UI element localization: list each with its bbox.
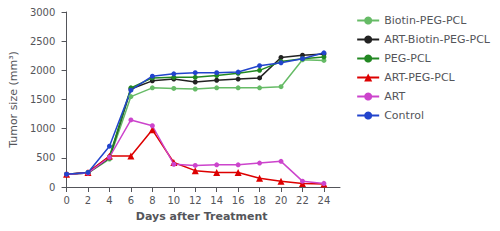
svg-text:1000: 1000 <box>30 123 55 134</box>
svg-text:20: 20 <box>275 195 288 206</box>
svg-text:3000: 3000 <box>30 7 55 18</box>
svg-text:22: 22 <box>296 195 309 206</box>
svg-text:10: 10 <box>167 195 180 206</box>
svg-text:2500: 2500 <box>30 36 55 47</box>
svg-text:8: 8 <box>149 195 155 206</box>
svg-text:Biotin-PEG-PCL: Biotin-PEG-PCL <box>384 14 467 27</box>
svg-text:4: 4 <box>106 195 112 206</box>
svg-text:Tumor size (mm³): Tumor size (mm³) <box>7 51 20 149</box>
svg-text:2000: 2000 <box>30 65 55 76</box>
svg-text:24: 24 <box>318 195 331 206</box>
svg-text:ART: ART <box>384 90 405 103</box>
svg-text:2: 2 <box>85 195 91 206</box>
svg-text:12: 12 <box>189 195 202 206</box>
svg-text:18: 18 <box>253 195 266 206</box>
svg-text:PEG-PCL: PEG-PCL <box>384 52 431 65</box>
svg-text:ART-PEG-PCL: ART-PEG-PCL <box>384 71 455 84</box>
svg-text:0: 0 <box>49 182 55 193</box>
svg-text:Control: Control <box>384 109 424 122</box>
svg-text:1500: 1500 <box>30 94 55 105</box>
svg-text:0: 0 <box>63 195 69 206</box>
svg-text:Days after Treatment: Days after Treatment <box>136 210 268 223</box>
svg-text:6: 6 <box>128 195 134 206</box>
svg-text:16: 16 <box>232 195 245 206</box>
svg-text:14: 14 <box>210 195 223 206</box>
svg-text:500: 500 <box>36 152 55 163</box>
svg-text:ART-Biotin-PEG-PCL: ART-Biotin-PEG-PCL <box>384 33 491 46</box>
